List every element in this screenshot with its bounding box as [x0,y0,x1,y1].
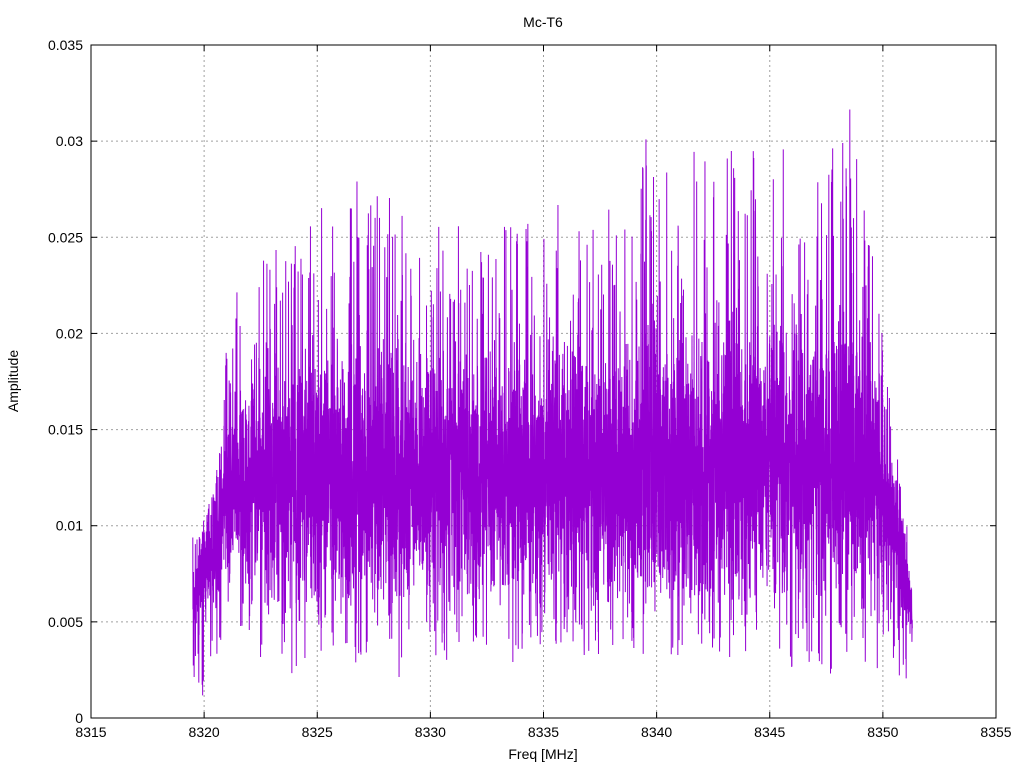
y-tick-labels: 0 0.005 0.01 0.015 0.02 0.025 0.03 0.035 [48,37,83,726]
y-tick-label: 0.015 [48,422,83,438]
chart-title: Mc-T6 [523,14,563,30]
data-series [192,109,913,696]
x-tick-label: 8315 [75,724,106,740]
x-tick-label: 8325 [302,724,333,740]
y-tick-label: 0 [75,710,83,726]
y-tick-label: 0.02 [56,325,83,341]
x-tick-label: 8345 [754,724,785,740]
spectrum-trace [192,109,913,696]
plot-frame [90,44,997,719]
x-tick-labels: 8315 8320 8325 8330 8335 8340 8345 8350 8355 [75,724,1011,740]
x-tick-label: 8335 [528,724,559,740]
x-tick-label: 8330 [415,724,446,740]
y-tick-label: 0.01 [56,518,83,534]
y-tick-label: 0.035 [48,37,83,53]
x-tick-label: 8320 [189,724,220,740]
x-tick-label: 8340 [641,724,672,740]
x-tick-label: 8355 [980,724,1011,740]
y-tick-label: 0.025 [48,229,83,245]
y-axis-label: Amplitude [5,350,21,412]
y-tick-label: 0.03 [56,133,83,149]
x-tick-label: 8350 [867,724,898,740]
x-axis-label: Freq [MHz] [508,746,577,762]
y-tick-label: 0.005 [48,614,83,630]
